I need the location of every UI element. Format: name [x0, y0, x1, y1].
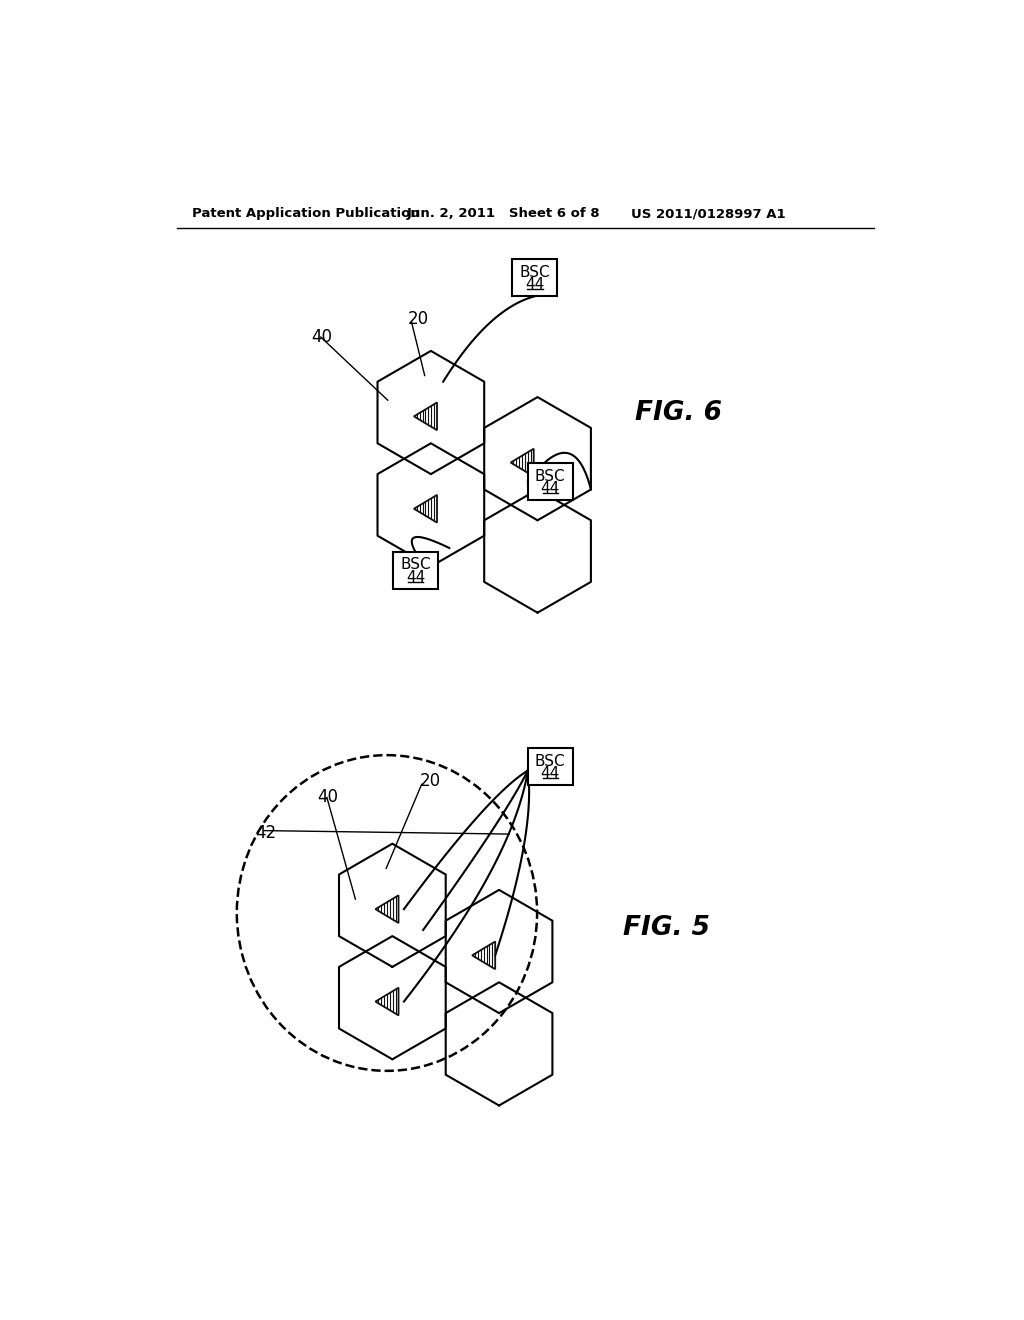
Text: BSC: BSC [519, 265, 550, 280]
Text: 40: 40 [311, 329, 333, 346]
Bar [393, 552, 438, 589]
Text: FIG. 6: FIG. 6 [635, 400, 722, 425]
Text: US 2011/0128997 A1: US 2011/0128997 A1 [631, 207, 785, 220]
Text: 44: 44 [406, 570, 425, 585]
Text: 44: 44 [541, 766, 560, 781]
Text: BSC: BSC [535, 469, 565, 484]
Text: 40: 40 [317, 788, 339, 807]
Text: 20: 20 [419, 772, 440, 789]
Text: 44: 44 [541, 482, 560, 496]
Text: 42: 42 [255, 824, 276, 842]
Bar [528, 748, 572, 785]
Bar [512, 259, 557, 296]
Text: BSC: BSC [400, 557, 431, 573]
Text: BSC: BSC [535, 754, 565, 768]
Text: 20: 20 [408, 310, 429, 327]
Text: Jun. 2, 2011   Sheet 6 of 8: Jun. 2, 2011 Sheet 6 of 8 [407, 207, 600, 220]
Text: Patent Application Publication: Patent Application Publication [193, 207, 420, 220]
Bar [528, 463, 572, 500]
Text: FIG. 5: FIG. 5 [624, 915, 711, 941]
Text: 44: 44 [525, 277, 545, 292]
